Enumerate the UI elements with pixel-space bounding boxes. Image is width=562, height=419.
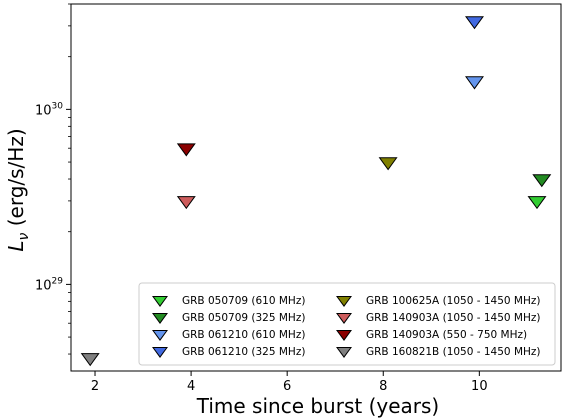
data-point-marker [465,76,484,90]
x-tick-label: 6 [283,379,291,394]
legend-marker [152,347,168,358]
legend-label: GRB 050709 (325 MHz) [182,312,305,324]
legend-marker [152,330,168,341]
data-point-marker [378,157,398,171]
x-tick-label: 4 [187,379,195,394]
legend-label: GRB 140903A (1050 - 1450 MHz) [366,312,540,324]
x-tick-label: 10 [471,379,488,394]
legend-box [138,282,556,366]
data-point-marker [527,196,547,210]
data-point-marker [176,143,196,157]
legend-label: GRB 061210 (325 MHz) [182,346,305,358]
y-axis-unit: (erg/s/Hz) [4,128,28,232]
legend-marker [336,347,352,358]
legend-marker [336,296,352,307]
data-point-marker [80,353,100,367]
y-axis-symbol: L [4,240,28,251]
legend: GRB 050709 (610 MHz) GRB 050709 (325 MHz)… [138,282,556,366]
legend-label: GRB 160821B (1050 - 1450 MHz) [366,346,541,358]
data-point-marker [532,174,552,188]
y-tick-label: 1030 [35,101,63,118]
x-tick-label: 8 [379,379,387,394]
data-point-marker [465,16,484,30]
x-tick-label: 2 [91,379,99,394]
legend-marker [152,313,168,324]
legend-label: GRB 100625A (1050 - 1450 MHz) [366,295,540,307]
y-axis-label: Lν (erg/s/Hz) [4,128,32,251]
legend-label: GRB 061210 (610 MHz) [182,329,305,341]
y-axis-ticks: 1029 1030 [35,3,71,355]
y-axis-subscript: ν [16,232,32,240]
legend-marker [336,313,352,324]
legend-label: GRB 050709 (610 MHz) [182,295,305,307]
x-axis-ticks: 2 4 6 8 10 [91,371,488,394]
y-tick-label: 1029 [35,276,63,293]
plot-frame [70,3,562,372]
data-point-marker [176,196,196,210]
legend-marker [336,330,352,341]
x-axis-label: Time since burst (years) [196,394,439,418]
legend-marker [152,296,168,307]
data-points [80,16,552,367]
legend-label: GRB 140903A (550 - 750 MHz) [366,329,527,341]
